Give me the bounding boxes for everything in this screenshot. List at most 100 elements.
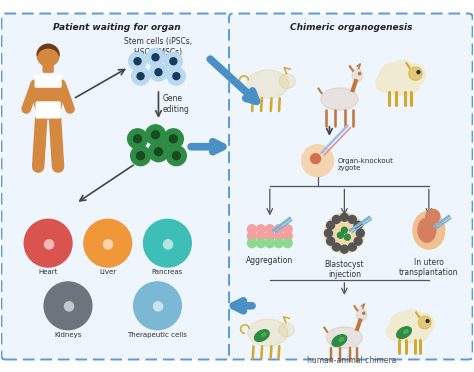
Circle shape <box>341 227 347 233</box>
Text: Pancreas: Pancreas <box>152 269 183 275</box>
Ellipse shape <box>321 88 358 110</box>
Circle shape <box>354 221 362 229</box>
Circle shape <box>376 73 395 92</box>
Text: Kidneys: Kidneys <box>55 332 82 338</box>
Ellipse shape <box>279 74 295 89</box>
Ellipse shape <box>356 308 366 321</box>
Ellipse shape <box>352 68 363 82</box>
Circle shape <box>327 237 335 245</box>
Circle shape <box>247 225 256 234</box>
Circle shape <box>132 67 149 85</box>
FancyBboxPatch shape <box>229 13 473 359</box>
Circle shape <box>84 219 132 267</box>
Ellipse shape <box>262 333 266 336</box>
Circle shape <box>256 225 265 234</box>
Text: Patient waiting for organ: Patient waiting for organ <box>53 23 181 32</box>
Circle shape <box>391 312 413 336</box>
Circle shape <box>401 310 424 333</box>
Circle shape <box>274 239 283 248</box>
Circle shape <box>146 125 165 145</box>
Circle shape <box>247 239 256 248</box>
Ellipse shape <box>332 335 346 346</box>
FancyBboxPatch shape <box>43 62 53 72</box>
Ellipse shape <box>247 70 289 98</box>
Text: ●: ● <box>161 236 173 250</box>
Text: In utero
transplantation: In utero transplantation <box>399 258 459 278</box>
Circle shape <box>274 225 283 234</box>
Circle shape <box>265 225 274 234</box>
Circle shape <box>169 135 177 143</box>
FancyBboxPatch shape <box>36 102 60 118</box>
Text: Gene
editing: Gene editing <box>163 94 189 114</box>
Circle shape <box>412 313 434 335</box>
Circle shape <box>170 58 177 65</box>
Circle shape <box>325 213 364 253</box>
Circle shape <box>265 239 274 248</box>
Circle shape <box>403 64 425 86</box>
Ellipse shape <box>409 67 422 80</box>
Ellipse shape <box>255 330 269 341</box>
Circle shape <box>332 215 340 224</box>
Ellipse shape <box>339 338 344 341</box>
Circle shape <box>164 129 183 149</box>
Ellipse shape <box>413 211 445 249</box>
Text: human-animal chimera: human-animal chimera <box>307 356 396 365</box>
Circle shape <box>283 225 292 234</box>
Circle shape <box>134 58 141 65</box>
Circle shape <box>399 323 419 343</box>
Circle shape <box>164 52 182 70</box>
Circle shape <box>256 239 265 248</box>
Circle shape <box>310 154 320 164</box>
Circle shape <box>137 152 145 160</box>
Text: ●: ● <box>42 236 54 250</box>
Circle shape <box>358 73 361 75</box>
Text: Organ-knockout
zygote: Organ-knockout zygote <box>337 158 393 171</box>
Circle shape <box>363 312 365 314</box>
Circle shape <box>340 245 348 253</box>
Text: Stem cells (iPSCs,
HSCs, MSCs): Stem cells (iPSCs, HSCs, MSCs) <box>124 37 192 57</box>
Circle shape <box>426 209 440 223</box>
Circle shape <box>265 232 274 241</box>
Ellipse shape <box>327 327 362 348</box>
Circle shape <box>155 69 162 76</box>
Circle shape <box>131 146 151 166</box>
Text: Therapeutic cells: Therapeutic cells <box>128 332 187 338</box>
Circle shape <box>173 152 180 160</box>
Circle shape <box>256 232 265 241</box>
Circle shape <box>354 237 362 245</box>
Circle shape <box>410 323 428 342</box>
Circle shape <box>128 52 146 70</box>
Circle shape <box>173 73 180 80</box>
Ellipse shape <box>248 319 288 346</box>
Circle shape <box>417 71 420 74</box>
Ellipse shape <box>418 218 436 242</box>
Circle shape <box>146 48 164 66</box>
Circle shape <box>167 67 185 85</box>
Circle shape <box>44 282 92 330</box>
Circle shape <box>400 74 419 94</box>
Ellipse shape <box>34 79 62 119</box>
Circle shape <box>37 44 59 66</box>
Circle shape <box>380 63 403 87</box>
Circle shape <box>137 73 144 80</box>
Circle shape <box>24 219 72 267</box>
Circle shape <box>327 221 335 229</box>
Circle shape <box>340 213 348 221</box>
Circle shape <box>332 243 340 251</box>
Circle shape <box>348 215 356 224</box>
Ellipse shape <box>279 323 294 337</box>
Ellipse shape <box>38 49 58 65</box>
Circle shape <box>356 229 364 237</box>
Circle shape <box>389 74 410 95</box>
Circle shape <box>426 320 429 323</box>
Circle shape <box>283 239 292 248</box>
Circle shape <box>348 243 356 251</box>
Text: Blastocyst
injection: Blastocyst injection <box>325 260 364 279</box>
Circle shape <box>128 129 147 149</box>
Circle shape <box>144 219 191 267</box>
Circle shape <box>155 148 163 155</box>
Circle shape <box>152 131 159 139</box>
Text: Heart: Heart <box>38 269 58 275</box>
Text: ●: ● <box>102 236 114 250</box>
Circle shape <box>134 135 142 143</box>
